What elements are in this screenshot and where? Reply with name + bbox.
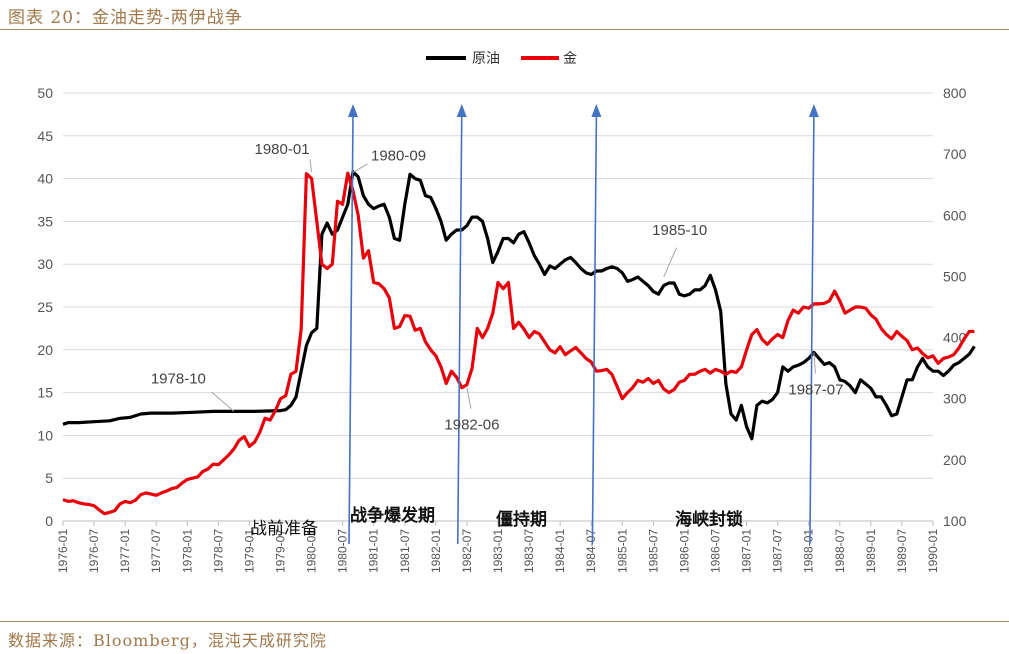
right-tick-label: 700 — [943, 146, 967, 162]
oil-gold-chart: 0 5 10 15 20 25 30 35 40 45 50 100 200 300 400 500 600 7… — [37, 51, 976, 573]
legend-oil-label: 原油 — [472, 51, 500, 67]
annotation-label: 1980-01 — [255, 141, 310, 158]
x-tick-label: 1982-01 — [429, 529, 443, 573]
title-rule — [0, 29, 1009, 30]
left-axis: 0 5 10 15 20 25 30 35 40 45 50 — [37, 85, 53, 529]
event-arrow — [591, 104, 602, 545]
x-tick-label: 1988-07 — [833, 529, 847, 573]
x-axis: 1976-01 1976-07 1977-01 1977-07 1978-01 1978-… — [56, 520, 940, 573]
left-tick-label: 0 — [45, 513, 53, 529]
phase-label-blockade: 海峡封锁 — [675, 509, 743, 530]
x-tick-label: 1985-07 — [646, 529, 660, 573]
phase-label-stalemate: 僵持期 — [496, 509, 547, 530]
annotations: 1978-10 1980-01 1980-09 1982-06 1985-10 1987-… — [151, 141, 844, 434]
x-tick-label: 1976-07 — [87, 529, 101, 573]
right-tick-label: 800 — [943, 85, 967, 101]
left-tick-label: 10 — [37, 427, 53, 443]
left-tick-label: 5 — [45, 470, 53, 486]
figure-title: 图表 20：金油走势-两伊战争 — [8, 8, 243, 28]
right-tick-label: 200 — [943, 452, 967, 468]
x-tick-label: 1984-01 — [553, 529, 567, 573]
right-tick-label: 100 — [943, 513, 967, 529]
event-arrow — [808, 104, 819, 545]
x-tick-label: 1980-01 — [305, 529, 319, 573]
left-tick-label: 20 — [37, 342, 53, 358]
left-tick-label: 35 — [37, 213, 53, 229]
x-tick-label: 1978-07 — [211, 529, 225, 573]
left-tick-label: 50 — [37, 85, 53, 101]
annotation: 1978-10 — [151, 370, 235, 412]
x-tick-label: 1987-01 — [740, 529, 754, 573]
annotation-label: 1978-10 — [151, 370, 206, 387]
annotation: 1980-09 — [352, 147, 426, 173]
event-arrow — [348, 104, 358, 545]
left-tick-label: 40 — [37, 171, 53, 187]
annotation: 1985-10 — [652, 222, 707, 278]
left-tick-label: 15 — [37, 385, 53, 401]
x-tick-label: 1986-07 — [709, 529, 723, 573]
x-tick-label: 1977-07 — [149, 529, 163, 573]
annotation-label: 1987-07 — [788, 381, 843, 398]
left-tick-label: 25 — [37, 299, 53, 315]
x-tick-label: 1983-07 — [522, 529, 536, 573]
gold-series-line — [62, 171, 975, 516]
legend-gold-label: 金 — [563, 51, 577, 67]
phase-label-prewar: 战前准备 — [250, 519, 318, 539]
x-tick-label: 1989-01 — [864, 529, 878, 573]
x-tick-label: 1976-01 — [56, 529, 70, 573]
event-arrow — [456, 104, 467, 545]
x-tick-label: 1979-07 — [274, 529, 288, 573]
x-tick-label: 1981-01 — [367, 529, 381, 573]
annotation: 1980-01 — [255, 141, 313, 172]
x-tick-label: 1981-07 — [398, 529, 412, 573]
annotation-label: 1982-06 — [444, 417, 499, 434]
x-tick-label: 1980-07 — [336, 529, 350, 573]
x-tick-label: 1985-01 — [615, 529, 629, 573]
x-tick-label: 1988-01 — [802, 529, 816, 573]
annotation-label: 1985-10 — [652, 222, 707, 239]
left-tick-label: 30 — [37, 256, 53, 272]
event-arrows — [348, 104, 819, 545]
x-tick-label: 1989-07 — [895, 529, 909, 573]
x-tick-label: 1979-01 — [242, 529, 256, 573]
annotation-label: 1980-09 — [371, 147, 426, 164]
x-tick-label: 1978-01 — [180, 529, 194, 573]
right-tick-label: 400 — [943, 330, 967, 346]
annotation: 1987-07 — [788, 352, 843, 398]
x-tick-label: 1983-01 — [491, 529, 505, 573]
x-tick-label: 1987-07 — [771, 529, 785, 573]
right-tick-label: 600 — [943, 207, 967, 223]
source-rule — [0, 621, 1009, 622]
source-note: 数据来源：Bloomberg，混沌天成研究院 — [8, 631, 327, 650]
x-tick-label: 1982-07 — [460, 529, 474, 573]
right-tick-label: 300 — [943, 391, 967, 407]
annotation: 1982-06 — [444, 387, 499, 434]
phase-label-outbreak: 战争爆发期 — [350, 505, 435, 526]
right-tick-label: 500 — [943, 268, 967, 284]
right-axis: 100 200 300 400 500 600 700 800 — [943, 85, 967, 529]
x-tick-label: 1984-07 — [584, 529, 598, 573]
left-tick-label: 45 — [37, 128, 53, 144]
x-tick-label: 1977-01 — [118, 529, 132, 573]
x-tick-label: 1986-01 — [677, 529, 691, 573]
series-lines — [62, 170, 976, 516]
x-tick-label: 1990-01 — [926, 529, 940, 573]
legend: 原油 金 — [426, 51, 577, 67]
oil-series-line — [62, 170, 976, 441]
